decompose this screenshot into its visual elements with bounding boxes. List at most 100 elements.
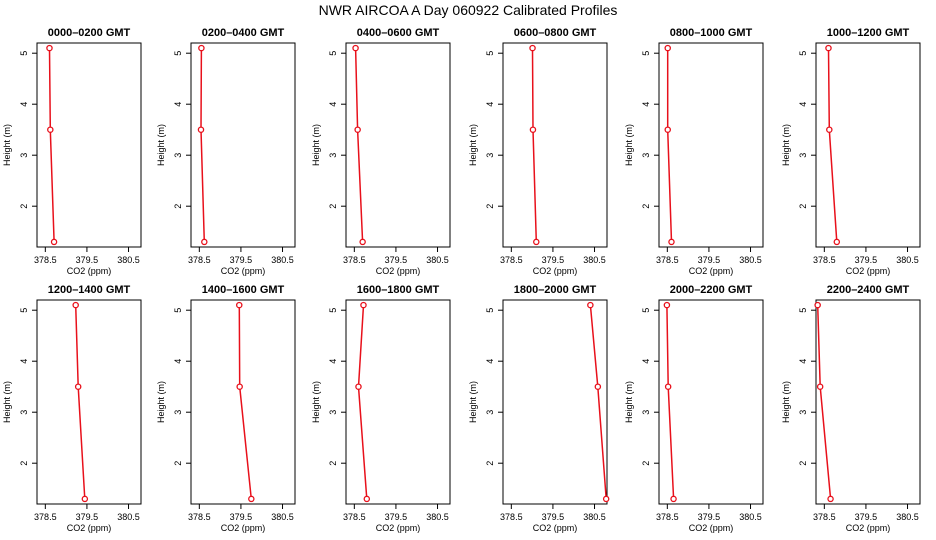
- profile-line: [827, 48, 838, 242]
- y-tick-label: 4: [798, 359, 808, 364]
- panel-title: 0200–0400 GMT: [202, 27, 285, 39]
- y-axis-label: Height (m): [468, 124, 478, 166]
- x-tick-label: 380.5: [117, 255, 140, 265]
- x-tick-label: 379.5: [230, 255, 253, 265]
- y-tick-label: 3: [173, 410, 183, 415]
- panel-9: 1800–2000 GMT 378.5 379.5 380.5 2 3 4 5 CO2 (ppm…: [468, 284, 610, 533]
- data-point: [816, 383, 824, 390]
- plot-frame: [190, 299, 296, 505]
- y-tick-label: 4: [641, 102, 651, 107]
- x-tick-label: 380.5: [739, 255, 762, 265]
- panel-10: 2000–2200 GMT 378.5 379.5 380.5 2 3 4 5 CO2 (ppm…: [624, 284, 764, 533]
- data-point: [363, 495, 371, 503]
- data-point: [201, 238, 208, 246]
- panel-title: 0000–0200 GMT: [48, 27, 131, 39]
- y-tick-label: 5: [19, 51, 29, 56]
- y-tick-label: 3: [485, 153, 495, 158]
- plot-frame: [345, 42, 451, 248]
- panel-title: 1200–1400 GMT: [48, 284, 131, 296]
- data-point: [360, 301, 367, 309]
- data-point: [354, 126, 361, 133]
- x-tick-label: 379.5: [542, 512, 565, 522]
- y-tick-label: 2: [798, 204, 808, 209]
- y-tick-label: 4: [19, 359, 29, 364]
- x-axis-label: CO2 (ppm): [689, 266, 734, 276]
- x-tick-label: 380.5: [583, 512, 606, 522]
- y-axis-label: Height (m): [781, 124, 791, 166]
- data-point: [529, 126, 537, 133]
- y-tick-label: 5: [19, 308, 29, 313]
- data-point: [663, 301, 671, 309]
- y-tick-label: 4: [173, 359, 183, 364]
- x-tick-label: 380.5: [271, 512, 294, 522]
- profile-line: [589, 305, 607, 499]
- x-axis-label: CO2 (ppm): [846, 266, 891, 276]
- x-tick-label: 379.5: [385, 512, 408, 522]
- data-point: [826, 126, 833, 133]
- y-axis-label: Height (m): [624, 124, 634, 166]
- panel-title: 1400–1600 GMT: [202, 284, 285, 296]
- y-axis-label: Height (m): [156, 124, 166, 166]
- y-tick-label: 5: [485, 51, 495, 56]
- y-tick-label: 5: [641, 308, 651, 313]
- plot-frame: [190, 42, 296, 248]
- profile-line: [354, 48, 364, 242]
- profile-line: [357, 305, 368, 499]
- panel-2: 0400–0600 GMT 378.5 379.5 380.5 2 3 4 5 CO2 (ppm…: [311, 27, 451, 276]
- plot-frame: [502, 42, 608, 248]
- profile-line: [200, 48, 206, 242]
- y-tick-label: 3: [485, 410, 495, 415]
- y-tick-label: 5: [485, 308, 495, 313]
- x-axis-label: CO2 (ppm): [533, 266, 578, 276]
- x-tick-label: 379.5: [698, 512, 721, 522]
- x-tick-label: 379.5: [385, 255, 408, 265]
- profile-line: [74, 305, 86, 499]
- plot-frame: [658, 42, 764, 248]
- panel-1: 0200–0400 GMT 378.5 379.5 380.5 2 3 4 5 CO2 (ppm…: [156, 27, 296, 276]
- data-point: [197, 126, 205, 133]
- data-point: [46, 44, 53, 52]
- data-point: [664, 44, 671, 52]
- y-axis-label: Height (m): [781, 381, 791, 423]
- x-tick-label: 379.5: [76, 512, 99, 522]
- data-point: [236, 301, 243, 309]
- profile-line: [666, 305, 675, 499]
- data-point: [74, 383, 82, 390]
- x-axis-label: CO2 (ppm): [689, 523, 734, 533]
- x-tick-label: 378.5: [343, 255, 366, 265]
- panel-title: 0400–0600 GMT: [357, 27, 440, 39]
- y-tick-label: 5: [798, 308, 808, 313]
- y-tick-label: 4: [485, 359, 495, 364]
- x-tick-label: 378.5: [188, 255, 211, 265]
- data-point: [236, 383, 243, 390]
- y-tick-label: 2: [19, 461, 29, 466]
- panel-title: 1600–1800 GMT: [357, 284, 440, 296]
- x-tick-label: 378.5: [813, 512, 836, 522]
- y-tick-label: 4: [19, 102, 29, 107]
- y-tick-label: 4: [641, 359, 651, 364]
- x-tick-label: 380.5: [583, 255, 606, 265]
- x-tick-label: 378.5: [34, 512, 57, 522]
- x-tick-label: 379.5: [542, 255, 565, 265]
- x-axis-label: CO2 (ppm): [376, 266, 421, 276]
- y-tick-label: 4: [173, 102, 183, 107]
- panel-title: 2200–2400 GMT: [827, 284, 910, 296]
- y-tick-label: 3: [328, 410, 338, 415]
- y-tick-label: 5: [328, 51, 338, 56]
- y-axis-label: Height (m): [2, 381, 12, 423]
- y-tick-label: 4: [485, 102, 495, 107]
- x-axis-label: CO2 (ppm): [67, 266, 112, 276]
- y-tick-label: 3: [641, 153, 651, 158]
- x-axis-label: CO2 (ppm): [533, 523, 578, 533]
- x-tick-label: 380.5: [426, 255, 449, 265]
- panel-title: 2000–2200 GMT: [670, 284, 753, 296]
- data-point: [355, 383, 362, 390]
- x-tick-label: 378.5: [656, 255, 679, 265]
- data-point: [814, 301, 821, 309]
- x-tick-label: 379.5: [855, 255, 878, 265]
- data-point: [833, 238, 841, 246]
- x-tick-label: 378.5: [188, 512, 211, 522]
- data-point: [587, 301, 594, 309]
- data-point: [352, 44, 359, 52]
- x-tick-label: 380.5: [271, 255, 294, 265]
